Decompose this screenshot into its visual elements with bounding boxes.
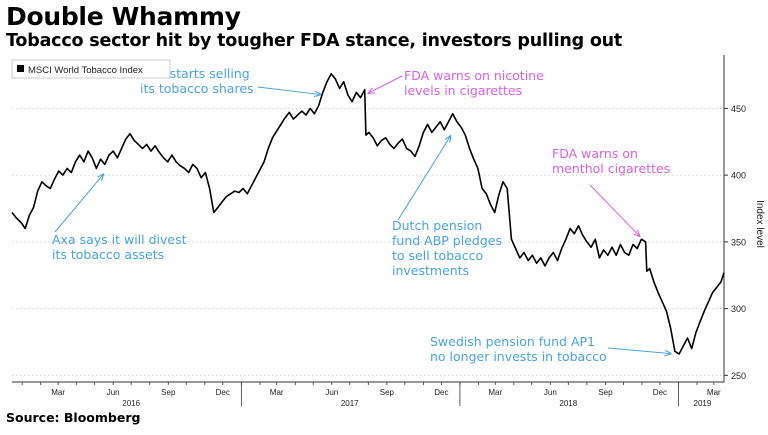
year-label: 2019 — [694, 399, 712, 408]
y-tick-label: 300 — [731, 304, 746, 314]
annotation-text: Dutch pension — [392, 218, 482, 233]
annotation-text: to sell tobacco — [392, 248, 483, 263]
series-line — [11, 72, 725, 355]
annotation-arrows — [54, 75, 671, 354]
x-tick-label: Jun — [107, 388, 120, 397]
annotation-text: Axa says it will divest — [52, 232, 187, 247]
legend: MSCI World Tobacco Index — [11, 59, 171, 79]
annotation-text: its tobacco assets — [52, 247, 164, 262]
annotation-arrow-fda-nicotine — [368, 75, 403, 93]
gridlines — [12, 107, 724, 376]
x-tick-label: Jun — [325, 388, 338, 397]
annotation-arrow-ap1 — [607, 347, 671, 354]
x-tick-label: Sep — [161, 388, 176, 397]
annotation-arrow-fda-menthol — [589, 184, 640, 236]
annotation-text: no longer invests in tobacco — [430, 349, 607, 364]
x-tick-label: Mar — [488, 388, 502, 397]
x-tick-label: Dec — [434, 388, 448, 397]
y-tick-label: 400 — [731, 171, 746, 181]
x-tick-label: Mar — [707, 388, 721, 397]
axes — [12, 55, 728, 406]
y-axis-label: Index level — [754, 200, 765, 248]
x-tick-label: Mar — [270, 388, 284, 397]
x-tick-label: Sep — [380, 388, 395, 397]
legend-swatch — [17, 65, 24, 72]
annotation-arrow-axa-selling — [257, 86, 321, 95]
x-tick-label: Dec — [216, 388, 230, 397]
x-tick-label: Jun — [544, 388, 557, 397]
source-note: Source: Bloomberg — [6, 410, 141, 425]
annotation-text: menthol cigarettes — [552, 161, 670, 176]
x-tick-label: Mar — [51, 388, 65, 397]
annotation-text: FDA warns on — [552, 146, 638, 161]
annotation-text: investments — [392, 263, 469, 278]
annotation-arrow-abp-pledge — [397, 136, 451, 221]
chart-title: Double Whammy — [6, 2, 241, 31]
y-tick-label: 450 — [731, 104, 746, 114]
legend-label: MSCI World Tobacco Index — [28, 65, 143, 76]
annotation-arrow-axa-divest — [54, 174, 103, 233]
y-tick-label: 350 — [731, 237, 746, 247]
x-tick-label: Dec — [653, 388, 667, 397]
legend-box — [11, 59, 171, 79]
annotation-text: FDA warns on nicotine — [404, 68, 544, 83]
annotation-text: levels in cigarettes — [404, 83, 522, 98]
annotation-text: fund ABP pledges — [392, 233, 502, 248]
x-tick-label: Sep — [598, 388, 613, 397]
year-label: 2018 — [559, 399, 577, 408]
chart-subtitle: Tobacco sector hit by tougher FDA stance… — [6, 31, 623, 51]
year-label: 2017 — [341, 399, 359, 408]
tick-labels: 250 300 350 400 450 Mar Jun Sep Dec Mar Jun Sep Dec M… — [51, 104, 746, 408]
annotation-text: Swedish pension fund AP1 — [430, 334, 595, 349]
year-label: 2016 — [122, 399, 140, 408]
annotation-text: its tobacco shares — [140, 81, 254, 96]
y-tick-label: 250 — [731, 371, 746, 381]
